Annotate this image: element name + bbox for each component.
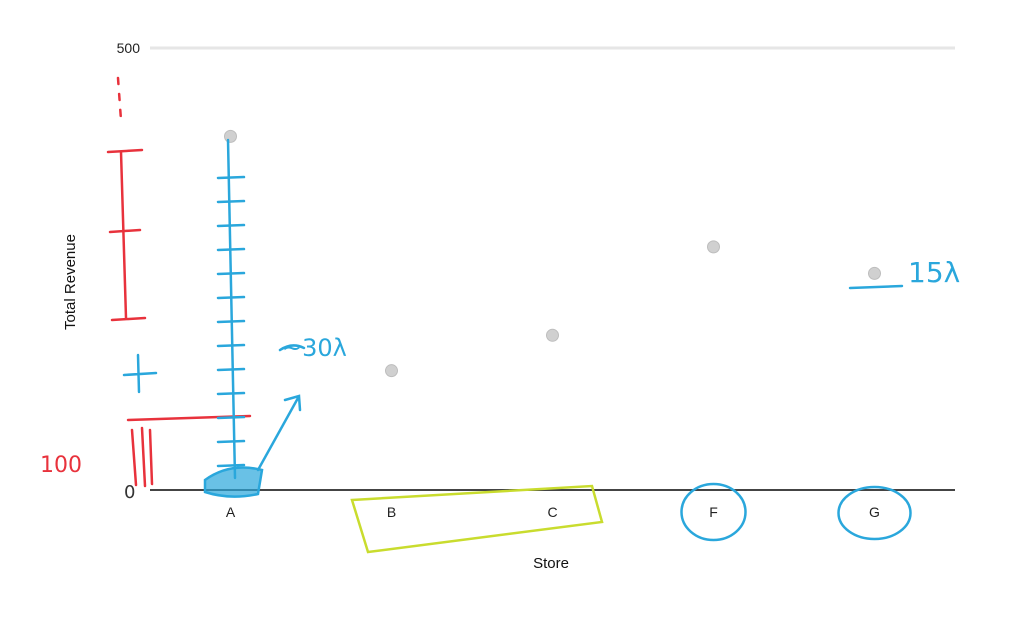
- data-point-a: [224, 129, 237, 143]
- blue-circle-g: [837, 485, 912, 541]
- x-tick-label-f: F: [709, 504, 718, 520]
- blue-small-cross: [122, 353, 158, 394]
- handwritten-label-100: 100: [40, 453, 82, 478]
- blue-ruler-tick: [216, 199, 246, 204]
- blue-underline: [848, 284, 904, 290]
- green-box-bc: [350, 484, 604, 554]
- handwritten-label-g-gap: 15λ: [908, 256, 960, 289]
- blue-circle-f: [680, 482, 747, 542]
- red-scribble: [130, 426, 154, 488]
- data-point-b: [385, 364, 398, 378]
- blue-ruler-tick: [216, 439, 246, 444]
- blue-ruler-tick: [216, 367, 246, 372]
- blue-tilde: [278, 344, 306, 352]
- x-tick-label-a: A: [226, 504, 236, 520]
- blue-ruler-tick: [216, 295, 246, 300]
- blue-scribble-base: [203, 466, 264, 498]
- red-bracket-top-cap: [106, 148, 144, 154]
- x-tick-label-g: G: [869, 504, 880, 520]
- blue-ruler-tick: [216, 463, 246, 468]
- blue-ruler-line: [226, 138, 237, 480]
- blue-ruler-tick: [216, 223, 246, 228]
- y-tick-labels: 500: [117, 40, 141, 56]
- handwritten-annotations: 100 0 ~30λ 15λ: [40, 76, 960, 554]
- y-tick-label: 500: [117, 40, 141, 56]
- y-axis-title: Total Revenue: [62, 234, 79, 330]
- x-axis-title: Store: [533, 555, 569, 572]
- data-point-f: [707, 240, 720, 254]
- red-bracket-mid-cap: [108, 228, 142, 234]
- x-tick-label-b: B: [387, 504, 396, 520]
- blue-ruler-tick: [216, 175, 246, 180]
- data-points: [224, 129, 881, 378]
- handwritten-label-a-gap: ~30λ: [282, 334, 347, 362]
- red-bracket-line: [119, 150, 128, 320]
- red-bracket-bottom-cap: [110, 316, 147, 322]
- x-tick-label-c: C: [547, 504, 557, 520]
- blue-arrow: [256, 394, 302, 472]
- blue-ruler-tick: [216, 247, 246, 252]
- blue-ruler-tick: [216, 391, 246, 396]
- data-point-g: [868, 266, 881, 280]
- blue-ruler-tick: [216, 415, 246, 420]
- blue-ruler-tick: [216, 319, 246, 324]
- red-dashed-extension: [116, 76, 123, 122]
- blue-ruler-tick: [216, 271, 246, 276]
- data-point-c: [546, 328, 559, 342]
- blue-ruler-tick: [216, 343, 246, 348]
- handwritten-label-zero: 0: [124, 482, 135, 503]
- blue-ink-annotation: [122, 138, 912, 542]
- green-ink-annotation: [350, 484, 604, 554]
